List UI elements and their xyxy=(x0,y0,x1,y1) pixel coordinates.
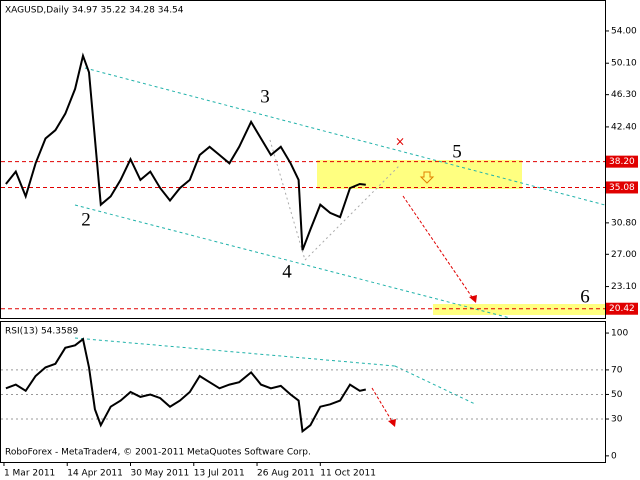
forecast-arrow xyxy=(371,387,394,424)
arrow-head xyxy=(388,419,396,427)
down-arrow xyxy=(419,171,435,184)
rsi-title: RSI(13) 54.3589 xyxy=(5,327,78,337)
chart-title: XAGUSD,Daily 34.97 35.22 34.28 34.54 xyxy=(5,6,184,16)
x-tick-label: 14 Apr 2011 xyxy=(67,469,123,479)
arrow-head xyxy=(469,295,477,303)
cross-mark: × xyxy=(395,135,405,149)
y-tick-label: 54.00 xyxy=(611,26,637,36)
level-tag xyxy=(606,181,638,194)
wave-line xyxy=(269,139,306,261)
price-frame xyxy=(0,0,606,319)
y-tick-label: 50.10 xyxy=(611,59,637,69)
level-tag xyxy=(606,302,638,315)
level-tag xyxy=(606,155,638,168)
y-tick-label: 42.40 xyxy=(611,122,637,132)
level-label: 35.08 xyxy=(609,183,635,193)
wave-label: 5 xyxy=(452,141,462,162)
series-line xyxy=(5,337,367,434)
wave-label: 3 xyxy=(260,86,270,107)
x-tick-label: 26 Aug 2011 xyxy=(257,469,315,479)
wave-label: 6 xyxy=(580,286,590,307)
x-tick-label: 30 May 2011 xyxy=(130,469,189,479)
level-label: 20.42 xyxy=(609,304,635,314)
level-label: 38.20 xyxy=(609,157,635,167)
y-tick-label: 27.00 xyxy=(611,250,637,260)
y-tick-label: 46.30 xyxy=(611,90,637,100)
y-tick-label: 30 xyxy=(611,415,623,425)
x-tick-label: 1 Mar 2011 xyxy=(4,469,55,479)
target-zone xyxy=(433,304,605,315)
x-tick-label: 11 Oct 2011 xyxy=(320,469,376,479)
series-line xyxy=(5,52,366,251)
y-tick-label: 0 xyxy=(611,451,617,461)
channel-line xyxy=(74,204,511,319)
wave-label: 2 xyxy=(81,209,91,230)
rsi-trend xyxy=(394,365,476,405)
rsi-frame xyxy=(0,321,606,463)
wave-line xyxy=(304,164,401,261)
y-tick-label: 70 xyxy=(611,365,623,375)
wave-label: 4 xyxy=(282,261,292,282)
x-tick-label: 13 Jul 2011 xyxy=(194,469,245,479)
y-tick-label: 50 xyxy=(611,390,623,400)
y-tick-label: 23.10 xyxy=(611,282,637,292)
footer: RoboForex - MetaTrader4, © 2001-2011 Met… xyxy=(5,448,311,458)
y-tick-label: 30.80 xyxy=(611,218,637,228)
forecast-arrow xyxy=(402,195,475,301)
y-tick-label: 100 xyxy=(611,329,628,339)
target-zone xyxy=(317,160,522,189)
rsi-trend xyxy=(74,337,396,367)
